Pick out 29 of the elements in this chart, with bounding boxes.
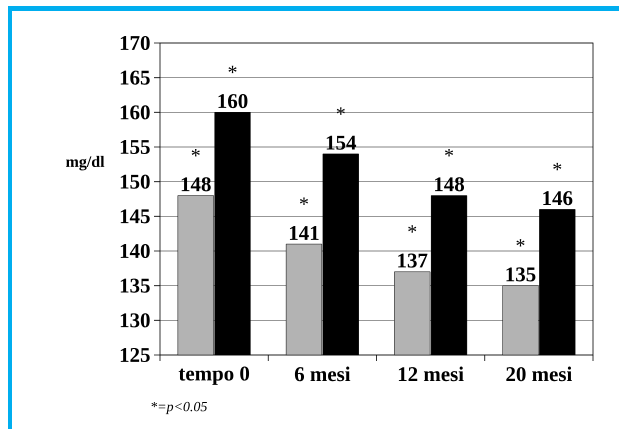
y-tick-label: 170 xyxy=(120,36,150,50)
y-tick-label: 125 xyxy=(120,348,150,362)
y-tick-label: 135 xyxy=(120,278,150,293)
y-tick-label: 165 xyxy=(120,70,150,85)
data-label: 137 xyxy=(398,254,428,268)
x-tick-label: 6 mesi xyxy=(294,366,350,382)
y-tick-label: 160 xyxy=(120,105,150,120)
data-label: 135 xyxy=(506,267,536,282)
data-label: 154 xyxy=(326,136,356,150)
annotation: * xyxy=(300,198,308,205)
annotation: * xyxy=(553,162,562,170)
y-tick-label: 130 xyxy=(120,313,150,328)
annotation: * xyxy=(408,225,416,233)
y-tick-label: 145 xyxy=(120,209,150,224)
x-tick-label: 20 mesi xyxy=(506,366,572,382)
y-tick-label: 140 xyxy=(120,244,150,258)
text: *=p<0.05 xyxy=(152,402,207,414)
data-label: 141 xyxy=(290,226,319,240)
y-tick-label: 150 xyxy=(120,174,150,189)
data-label: 146 xyxy=(543,191,572,206)
y-axis-title: mg/dl xyxy=(66,156,104,170)
x-tick-label: 12 mesi xyxy=(398,366,464,382)
annotation: * xyxy=(516,239,524,246)
annotation: * xyxy=(192,149,200,156)
annotation: * xyxy=(445,149,454,156)
annotation: * xyxy=(228,66,237,74)
y-tick-label: 155 xyxy=(120,140,150,154)
x-tick-label: tempo 0 xyxy=(178,366,250,385)
data-label: 160 xyxy=(218,94,248,108)
